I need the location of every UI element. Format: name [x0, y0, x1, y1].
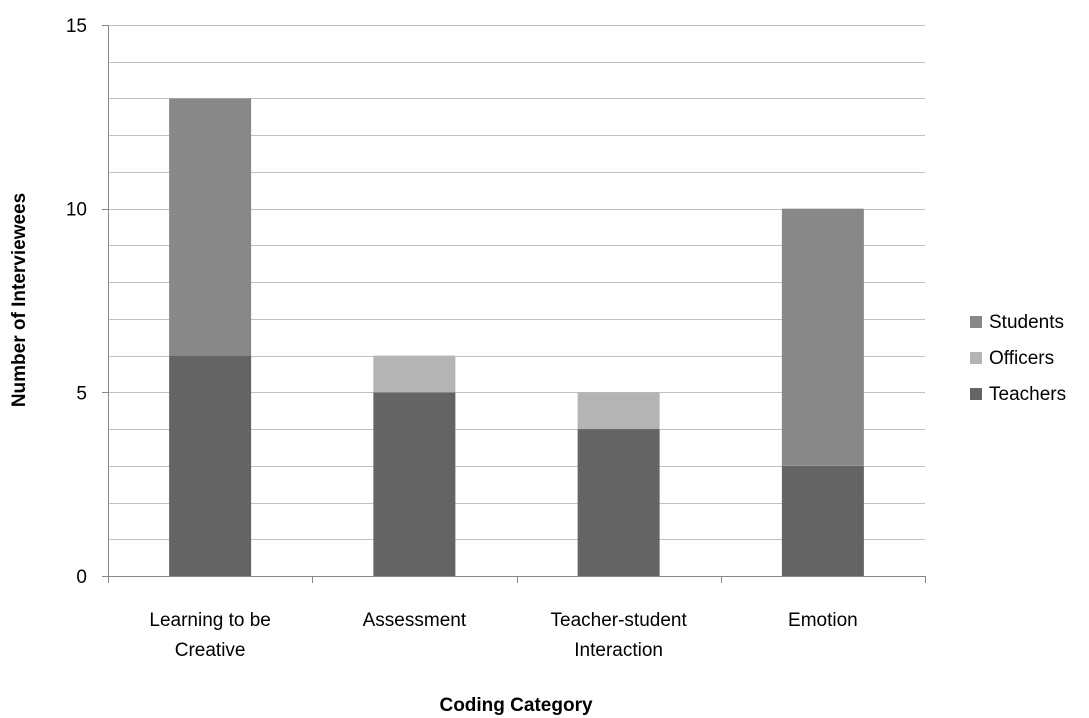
bar-teachers — [373, 392, 456, 576]
bar-teachers — [781, 465, 864, 576]
x-tick-label: Emotion — [788, 610, 858, 631]
y-tick-label: 15 — [66, 16, 87, 37]
y-axis-title: Number of Interviewees — [9, 193, 30, 407]
x-tick-label-line: Learning to be — [149, 610, 271, 631]
bar-students — [781, 208, 864, 466]
legend-swatch-teachers — [970, 388, 982, 400]
x-tick-labels: Learning to be Creative Assessment Teacher-… — [149, 610, 857, 661]
bar-students — [169, 98, 252, 356]
bar-teachers — [169, 355, 252, 576]
x-tick-label: Teacher-student Interaction — [551, 610, 688, 661]
y-tick-labels: 0 5 10 15 — [66, 16, 87, 588]
x-tick-label-line: Interaction — [574, 640, 663, 661]
y-tick-label: 10 — [66, 200, 87, 221]
y-tick-label: 0 — [76, 567, 87, 588]
x-tick-label-line: Emotion — [788, 610, 858, 631]
legend-label-officers: Officers — [989, 348, 1054, 369]
bar-teachers — [577, 429, 660, 576]
x-tick-label-line: Teacher-student — [551, 610, 688, 631]
bar-officers — [373, 355, 456, 393]
y-tick-label: 5 — [76, 383, 87, 404]
x-tick-label: Assessment — [363, 610, 467, 631]
bar-officers — [577, 392, 660, 430]
legend-swatch-students — [970, 316, 982, 328]
legend-label-teachers: Teachers — [989, 384, 1066, 405]
legend-label-students: Students — [989, 312, 1064, 333]
x-tick-label: Learning to be Creative — [149, 610, 271, 661]
bars — [169, 98, 864, 576]
x-tick-label-line: Assessment — [363, 610, 467, 631]
axes — [102, 25, 926, 583]
x-axis-title: Coding Category — [439, 695, 592, 716]
legend: Students Officers Teachers — [970, 312, 1066, 405]
legend-swatch-officers — [970, 352, 982, 364]
x-tick-label-line: Creative — [175, 640, 246, 661]
